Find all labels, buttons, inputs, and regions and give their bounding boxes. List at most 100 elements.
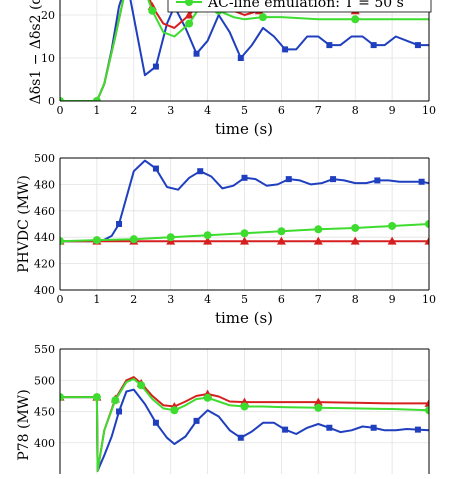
- y-tick-label: 460: [34, 205, 55, 218]
- data-point: [92, 97, 101, 101]
- data-point: [387, 236, 397, 245]
- series-line: [60, 0, 429, 101]
- data-point: [388, 221, 397, 230]
- y-tick-label: 420: [34, 258, 55, 271]
- data-point: [237, 55, 244, 61]
- data-point: [418, 178, 425, 185]
- data-point: [203, 236, 213, 245]
- panel-3: 400 450 500 550 P78 (MW): [16, 343, 430, 474]
- axes-frame: [59, 157, 430, 291]
- data-point: [326, 42, 333, 49]
- data-point: [60, 393, 64, 402]
- x-tick-label: 10: [422, 104, 436, 117]
- panel-1: 0 1 2 3 4 5 6 7 8 9 10 0 10 20 AC-line emulation: T =…: [28, 0, 436, 138]
- y-tick-label: 20: [41, 9, 55, 22]
- data-point: [424, 398, 429, 407]
- data-point: [137, 381, 146, 390]
- data-point: [193, 417, 200, 424]
- data-point: [60, 97, 64, 101]
- x-tick-label: 0: [57, 293, 64, 306]
- y-axis-label: Δδs1 − Δδs2 (d: [28, 0, 44, 104]
- x-tick-label: 0: [57, 104, 64, 117]
- y-tick-label: 400: [34, 284, 55, 297]
- x-tick-label: 7: [315, 293, 322, 306]
- data-point: [350, 236, 360, 245]
- x-tick-label: 9: [389, 104, 396, 117]
- x-tick-label: 1: [93, 293, 100, 306]
- y-tick-label: 0: [48, 95, 55, 108]
- data-point: [166, 233, 175, 242]
- x-axis-label: time (s): [215, 309, 273, 327]
- data-point: [313, 397, 323, 406]
- data-point: [203, 231, 212, 240]
- y-tick-label: 480: [34, 178, 55, 191]
- x-tick-label: 9: [389, 293, 396, 306]
- y-axis-label: PHVDC (MW): [16, 175, 32, 273]
- data-point: [282, 426, 289, 433]
- x-tick-label: 6: [278, 104, 285, 117]
- x-tick-label: 10: [422, 293, 436, 306]
- x-tick-label: 2: [130, 293, 137, 306]
- x-tick-label: 5: [241, 104, 248, 117]
- axes-frame: [59, 0, 430, 102]
- series-group: [60, 0, 429, 101]
- tick-labels: 0 1 2 3 4 5 6 7 8 9 10 400 420 440 460 480 500: [34, 152, 436, 306]
- grid: [59, 348, 430, 474]
- legend-swatch-marker: [185, 0, 193, 6]
- y-axis-label: P78 (MW): [16, 389, 32, 460]
- x-tick-label: 8: [352, 104, 359, 117]
- x-axis-label: time (s): [215, 120, 273, 138]
- x-tick-label: 5: [241, 293, 248, 306]
- data-point: [326, 424, 333, 431]
- series-group: [60, 159, 429, 246]
- data-point: [152, 419, 159, 426]
- data-point: [203, 393, 212, 402]
- data-point: [148, 6, 157, 15]
- axes-frame: [59, 348, 430, 474]
- data-point: [370, 424, 377, 431]
- x-tick-label: 3: [167, 293, 174, 306]
- data-point: [237, 434, 244, 441]
- data-point: [240, 236, 249, 245]
- legend: AC-line emulation: T = 50 s: [167, 0, 432, 13]
- data-point: [152, 63, 159, 70]
- data-point: [351, 223, 360, 232]
- data-point: [374, 177, 381, 184]
- data-point: [330, 176, 337, 183]
- data-point: [197, 168, 204, 175]
- x-tick-label: 3: [167, 104, 174, 117]
- data-point: [282, 46, 289, 53]
- x-tick-label: 4: [204, 293, 211, 306]
- y-tick-label: 500: [34, 374, 55, 387]
- data-point: [92, 393, 101, 402]
- y-axis-label-text: PHVDC (MW): [16, 175, 32, 273]
- y-tick-label: 400: [34, 437, 55, 450]
- y-tick-label: 500: [34, 152, 55, 165]
- series-line: [60, 388, 429, 472]
- series-group: [60, 376, 429, 472]
- y-axis-label-text: P78 (MW): [16, 389, 32, 460]
- data-point: [414, 426, 421, 433]
- data-point: [116, 221, 123, 227]
- data-point: [60, 237, 64, 246]
- x-tick-label: 1: [93, 104, 100, 117]
- x-tick-label: 6: [278, 293, 285, 306]
- data-point: [185, 19, 194, 28]
- data-point: [152, 165, 159, 172]
- tick-labels: 0 1 2 3 4 5 6 7 8 9 10 0 10 20: [41, 9, 436, 117]
- series-line: [60, 159, 429, 243]
- data-point: [240, 229, 249, 238]
- legend-label: AC-line emulation: T = 50 s: [207, 0, 404, 11]
- y-tick-label: 450: [34, 406, 55, 419]
- data-point: [258, 13, 267, 22]
- data-point: [241, 174, 248, 181]
- data-point: [277, 227, 286, 236]
- x-tick-label: 8: [352, 293, 359, 306]
- data-point: [276, 236, 286, 245]
- legend-box: [167, 0, 432, 13]
- data-point: [425, 406, 429, 415]
- data-point: [193, 50, 200, 57]
